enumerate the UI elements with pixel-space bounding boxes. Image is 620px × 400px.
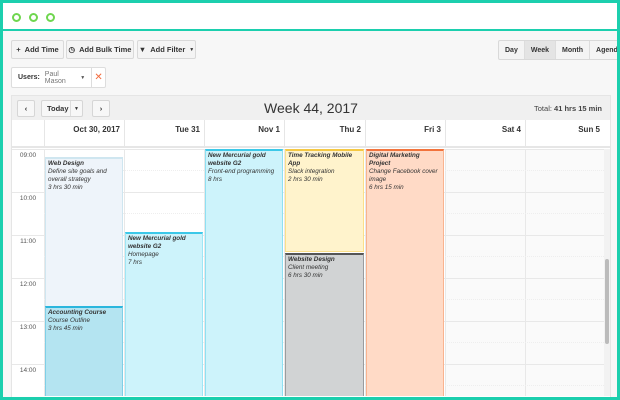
week-title: Week 44, 2017 bbox=[264, 100, 358, 116]
time-label: 09:00 bbox=[19, 152, 37, 159]
user-select[interactable]: Paul Mason bbox=[44, 70, 66, 85]
view-month-button[interactable]: Month bbox=[556, 41, 591, 59]
window-dot-icon[interactable] bbox=[12, 13, 21, 22]
calendar-nav: ‹ Today ▼ › Week 44, 2017 Total: 41 hrs 1… bbox=[12, 96, 610, 120]
event-duration: 3 hrs 30 min bbox=[48, 184, 83, 191]
add-bulk-time-button[interactable]: ◷ Add Bulk Time bbox=[66, 40, 134, 59]
event-task: Define site goals and overall strategy bbox=[48, 168, 107, 183]
today-label: Today bbox=[47, 104, 69, 113]
event-duration: 8 hrs bbox=[208, 176, 222, 183]
event-task: Slack integration bbox=[288, 168, 335, 175]
filter-icon: ▼ bbox=[138, 45, 147, 54]
today-button[interactable]: Today ▼ bbox=[41, 100, 83, 117]
time-grid: 09:00 10:00 11:00 12:00 13:00 14:00 Web … bbox=[12, 149, 604, 396]
remove-filter-icon[interactable]: ✕ bbox=[91, 68, 105, 87]
window-dot-icon[interactable] bbox=[29, 13, 38, 22]
event-web-design[interactable]: Web Design Define site goals and overall … bbox=[45, 157, 123, 307]
add-bulk-time-label: Add Bulk Time bbox=[79, 45, 132, 54]
total-label: Total: bbox=[534, 104, 552, 113]
caret-down-icon: ▼ bbox=[189, 46, 195, 53]
day-column[interactable] bbox=[284, 149, 365, 396]
time-label: 14:00 bbox=[19, 367, 37, 374]
scrollbar-thumb[interactable] bbox=[605, 259, 609, 344]
event-title: Website Design bbox=[288, 256, 335, 263]
total-hours: Total: 41 hrs 15 min bbox=[534, 104, 602, 113]
event-task: Client meeting bbox=[288, 264, 329, 271]
event-task: Homepage bbox=[128, 251, 159, 258]
calendar: ‹ Today ▼ › Week 44, 2017 Total: 41 hrs 1… bbox=[11, 95, 611, 397]
event-duration: 7 hrs bbox=[128, 259, 142, 266]
view-agenda-button[interactable]: Agenda bbox=[596, 46, 620, 54]
day-header[interactable]: Tue 31 bbox=[124, 120, 204, 148]
day-column[interactable] bbox=[204, 149, 284, 396]
next-week-button[interactable]: › bbox=[92, 100, 110, 117]
window-dot-icon[interactable] bbox=[46, 13, 55, 22]
day-column[interactable] bbox=[365, 149, 445, 396]
view-switcher: Day Week Month Agenda bbox=[498, 40, 620, 60]
add-time-button[interactable]: + Add Time bbox=[11, 40, 64, 59]
time-label: 10:00 bbox=[19, 195, 37, 202]
event-title: New Mercurial gold website G2 bbox=[128, 235, 186, 250]
event-accounting-course[interactable]: Accounting Course Course Outline 3 hrs 45 … bbox=[45, 306, 123, 396]
day-column[interactable] bbox=[124, 149, 204, 396]
event-digital-marketing[interactable]: Digital Marketing Project Change Facebook… bbox=[366, 149, 444, 396]
add-time-label: Add Time bbox=[24, 45, 59, 54]
day-headers: Oct 30, 2017 Tue 31 Nov 1 Thu 2 Fri 3 Sa… bbox=[12, 120, 610, 148]
view-week-button[interactable]: Week bbox=[524, 41, 557, 59]
user-filter: Users: Paul Mason ▼ ✕ bbox=[11, 67, 106, 88]
day-header[interactable]: Nov 1 bbox=[204, 120, 284, 148]
clock-icon: ◷ bbox=[68, 45, 76, 54]
caret-down-icon[interactable]: ▼ bbox=[80, 74, 86, 81]
day-header[interactable]: Oct 30, 2017 bbox=[44, 120, 124, 148]
event-title: New Mercurial gold website G2 bbox=[208, 152, 266, 167]
title-bar bbox=[3, 3, 617, 31]
user-filter-label: Users: bbox=[18, 74, 40, 81]
event-mercurial-frontend[interactable]: New Mercurial gold website G2 Front-end p… bbox=[205, 149, 283, 396]
day-column[interactable] bbox=[44, 149, 124, 396]
time-label: 12:00 bbox=[19, 281, 37, 288]
scrollbar[interactable] bbox=[604, 149, 610, 396]
event-title: Digital Marketing Project bbox=[369, 152, 420, 167]
event-task: Course Outline bbox=[48, 317, 90, 324]
event-duration: 6 hrs 15 min bbox=[369, 184, 404, 191]
day-column[interactable] bbox=[445, 149, 525, 396]
event-duration: 3 hrs 45 min bbox=[48, 325, 83, 332]
event-title: Web Design bbox=[48, 160, 84, 167]
event-website-design[interactable]: Website Design Client meeting 6 hrs 30 min bbox=[285, 253, 364, 396]
event-task: Front-end programming bbox=[208, 168, 275, 175]
caret-down-icon[interactable]: ▼ bbox=[70, 101, 82, 116]
add-filter-button[interactable]: ▼ Add Filter ▼ bbox=[137, 40, 196, 59]
prev-week-button[interactable]: ‹ bbox=[17, 100, 35, 117]
event-title: Time Tracking Mobile App bbox=[288, 152, 353, 167]
event-duration: 6 hrs 30 min bbox=[288, 272, 323, 279]
view-day-button[interactable]: Day bbox=[499, 41, 525, 59]
plus-icon: + bbox=[16, 45, 21, 54]
add-filter-label: Add Filter bbox=[150, 45, 186, 54]
day-header[interactable]: Sat 4 bbox=[445, 120, 525, 148]
event-title: Accounting Course bbox=[48, 309, 107, 316]
day-header[interactable]: Fri 3 bbox=[365, 120, 445, 148]
day-column[interactable] bbox=[525, 149, 604, 396]
day-header[interactable]: Thu 2 bbox=[284, 120, 365, 148]
day-header[interactable]: Sun 5 bbox=[525, 120, 604, 148]
event-duration: 2 hrs 30 min bbox=[288, 176, 323, 183]
time-label: 13:00 bbox=[19, 324, 37, 331]
event-task: Change Facebook cover image bbox=[369, 168, 438, 183]
event-mercurial-homepage[interactable]: New Mercurial gold website G2 Homepage 7 h… bbox=[125, 232, 203, 396]
total-value: 41 hrs 15 min bbox=[554, 104, 602, 113]
time-label: 11:00 bbox=[20, 238, 36, 245]
event-time-tracking-app[interactable]: Time Tracking Mobile App Slack integratio… bbox=[285, 149, 364, 252]
